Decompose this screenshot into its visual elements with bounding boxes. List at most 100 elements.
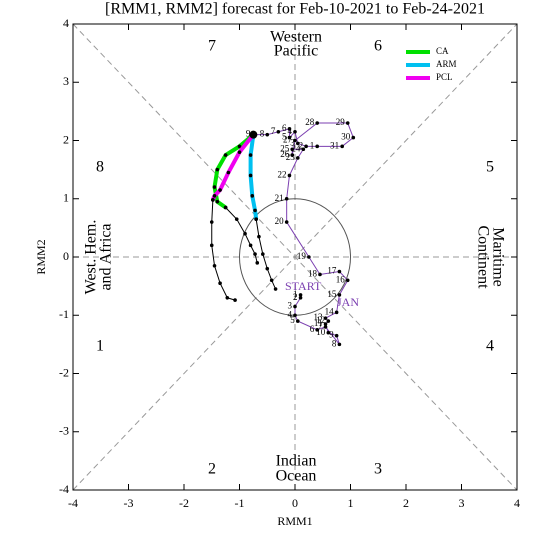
data-point — [295, 156, 300, 160]
data-point — [293, 138, 297, 143]
legend-label: PCL — [436, 72, 453, 82]
point-label: 6 — [282, 123, 287, 133]
y-tick-label: 3 — [63, 74, 69, 88]
data-point — [248, 173, 253, 178]
annotation: START — [285, 279, 322, 293]
point-label: 18 — [308, 269, 318, 279]
data-point — [293, 129, 297, 134]
point-label: 5 — [290, 315, 295, 325]
phase-label: 2 — [208, 461, 216, 478]
y-tick-label: -3 — [59, 424, 69, 438]
point-label: 10 — [316, 327, 326, 337]
x-tick-label: -3 — [124, 496, 134, 510]
series-line — [253, 122, 354, 345]
point-label: 12 — [316, 315, 325, 325]
y-axis-label: RMM2 — [34, 239, 48, 274]
data-point — [233, 298, 237, 302]
data-point — [243, 231, 247, 236]
point-label: 20 — [275, 216, 285, 226]
data-point — [284, 220, 289, 224]
chart-title: [RMM1, RMM2] forecast for Feb-10-2021 to… — [105, 1, 485, 18]
data-point — [340, 144, 344, 149]
data-point — [212, 194, 217, 198]
point-label: 23 — [286, 152, 296, 162]
data-point — [287, 135, 292, 140]
data-point — [298, 295, 303, 300]
data-point — [307, 255, 311, 259]
x-tick-label: 0 — [292, 496, 298, 510]
data-point — [345, 121, 350, 125]
data-point — [323, 322, 328, 326]
data-point — [237, 150, 242, 154]
phase-label: 5 — [486, 159, 494, 176]
annotation: JAN — [337, 295, 359, 309]
data-point — [237, 144, 242, 149]
point-label: 28 — [305, 117, 315, 127]
y-tick-label: 4 — [63, 16, 69, 30]
point-label: 30 — [341, 132, 351, 142]
data-point — [226, 170, 231, 175]
data-point — [318, 272, 322, 277]
point-label: 26 — [280, 149, 290, 159]
data-point — [209, 243, 214, 248]
region-label: Maritime — [489, 227, 506, 287]
series-line — [211, 199, 236, 301]
point-label: 2 — [299, 140, 304, 150]
point-label: 4 — [288, 309, 293, 319]
phase-label: 6 — [374, 38, 382, 55]
y-tick-label: -4 — [59, 482, 69, 496]
data-point — [351, 135, 356, 140]
data-point — [234, 217, 239, 221]
data-point — [315, 121, 320, 125]
series-line — [255, 219, 277, 290]
data-point — [253, 208, 257, 213]
point-label: 3 — [288, 301, 293, 311]
data-point — [287, 173, 292, 178]
data-point — [345, 278, 350, 283]
data-point — [225, 295, 230, 300]
x-tick-label: -2 — [179, 496, 189, 510]
point-label: 25 — [280, 143, 290, 153]
point-label: 6 — [310, 324, 315, 334]
point-label: 7 — [318, 321, 323, 331]
data-point — [295, 141, 300, 146]
y-tick-label: 2 — [63, 132, 69, 146]
point-label: 19 — [297, 251, 307, 261]
data-point — [337, 293, 342, 297]
data-point — [290, 153, 295, 157]
data-point — [293, 313, 297, 318]
point-label: 8 — [260, 129, 265, 139]
point-label: 13 — [314, 312, 324, 322]
x-tick-label: 2 — [403, 496, 409, 510]
data-point — [261, 252, 265, 256]
data-point — [265, 266, 270, 271]
point-label: 1 — [293, 289, 298, 299]
point-label: 14 — [325, 306, 335, 316]
x-tick-label: -4 — [68, 496, 78, 510]
data-point — [218, 281, 222, 286]
phase-label: 8 — [96, 159, 104, 176]
point-label: 8 — [332, 338, 337, 348]
data-point — [250, 194, 255, 198]
data-point — [209, 220, 214, 224]
data-point — [323, 316, 328, 320]
data-point — [315, 144, 320, 149]
data-point — [248, 243, 253, 248]
point-label: 9 — [246, 129, 251, 139]
data-point — [298, 293, 303, 297]
data-point — [218, 188, 222, 192]
data-point — [273, 287, 278, 291]
legend-label: ARM — [436, 59, 457, 69]
point-label: 29 — [336, 117, 346, 127]
region-label: Indian — [276, 453, 317, 470]
data-point — [269, 278, 274, 283]
point-label: 17 — [327, 266, 337, 276]
region-label: Western — [270, 29, 322, 46]
data-point — [326, 319, 331, 323]
x-tick-label: 1 — [348, 496, 354, 510]
region-label: and Africa — [98, 223, 115, 290]
point-label: 5 — [282, 132, 287, 142]
data-point — [301, 147, 306, 152]
data-point — [293, 304, 297, 309]
